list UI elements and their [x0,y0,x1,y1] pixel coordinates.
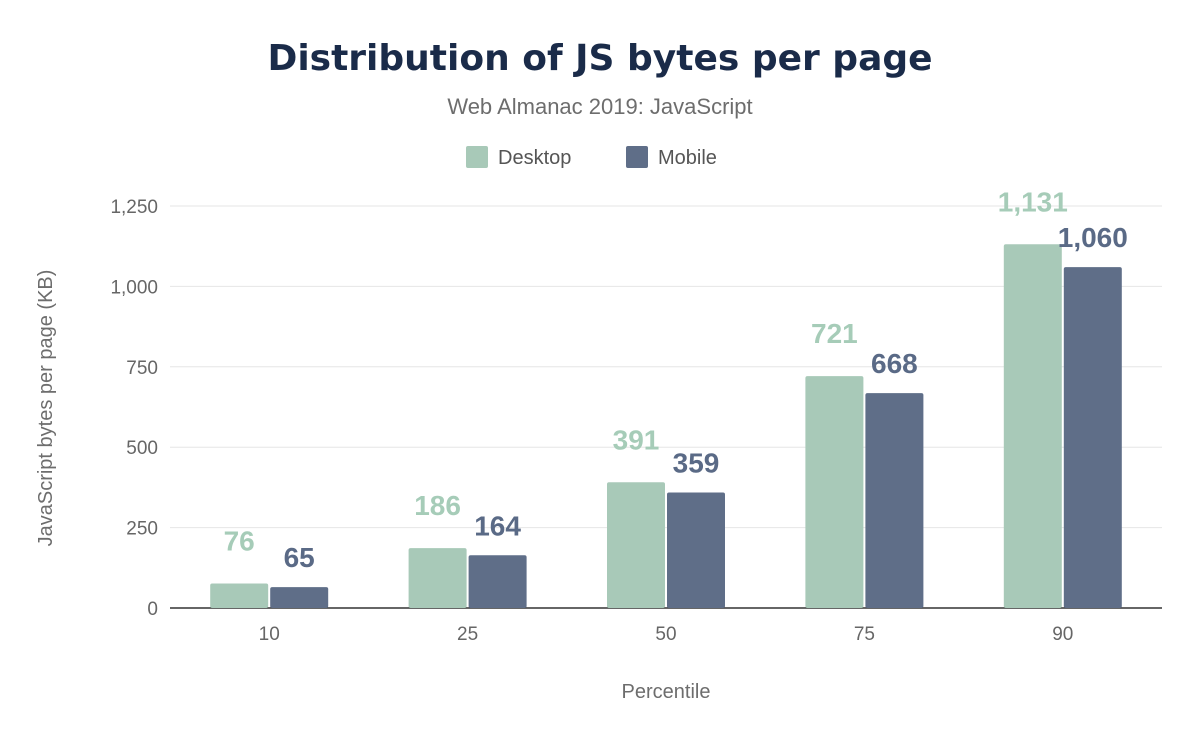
bar-mobile[interactable] [667,492,725,608]
bar-desktop[interactable] [408,548,467,608]
x-tick-label: 50 [655,624,676,645]
bar-mobile[interactable] [468,555,527,608]
x-tick-label: 10 [259,624,280,645]
legend-label-desktop[interactable]: Desktop [498,147,571,169]
bar-mobile[interactable] [270,587,329,608]
x-tick-label: 75 [854,624,875,645]
chart-subtitle: Web Almanac 2019: JavaScript [447,94,752,119]
data-label-desktop: 391 [613,424,660,455]
y-axis-label: JavaScript bytes per page (KB) [35,270,57,547]
bar-desktop[interactable] [607,482,665,608]
y-tick-label: 750 [126,358,158,379]
y-tick-label: 500 [126,438,158,459]
legend: Desktop Mobile [466,146,717,169]
y-tick-label: 1,250 [110,197,158,218]
bar-mobile[interactable] [1063,267,1122,608]
data-label-desktop: 721 [811,318,858,349]
chart-title: Distribution of JS bytes per page [267,38,932,79]
data-label-desktop: 76 [224,526,255,557]
legend-label-mobile[interactable]: Mobile [658,147,717,169]
legend-swatch-mobile [626,146,648,168]
legend-swatch-desktop [466,146,488,168]
bar-mobile[interactable] [865,393,924,608]
data-label-desktop: 186 [414,490,461,521]
data-label-desktop: 1,131 [998,186,1068,217]
y-tick-label: 1,000 [110,277,158,298]
x-tick-label: 25 [457,624,478,645]
bar-desktop[interactable] [1003,244,1062,609]
bar-desktop[interactable] [210,583,269,608]
data-label-mobile: 164 [474,510,521,541]
x-axis-label: Percentile [622,681,711,703]
data-label-mobile: 359 [673,448,720,479]
data-label-mobile: 65 [284,542,315,573]
data-label-mobile: 668 [871,348,918,379]
x-tick-label: 90 [1052,624,1073,645]
bar-desktop[interactable] [805,376,864,608]
data-label-mobile: 1,060 [1058,222,1128,253]
y-tick-label: 250 [126,519,158,540]
y-tick-label: 0 [147,599,158,620]
